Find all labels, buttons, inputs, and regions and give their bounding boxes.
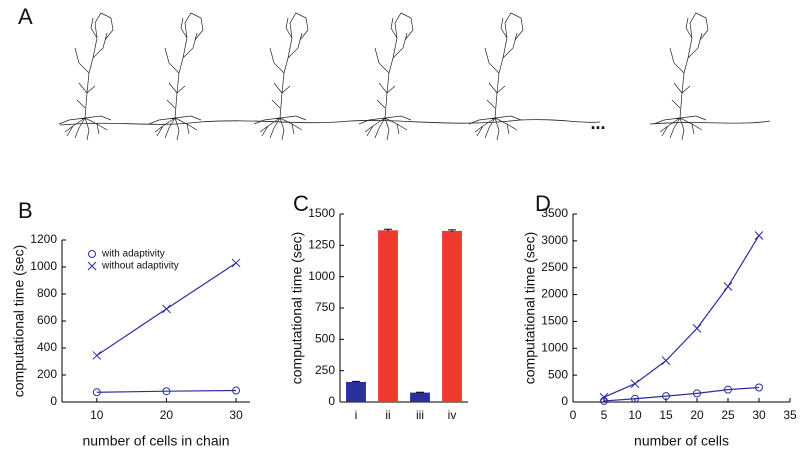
y-tick-label: 250 — [315, 363, 335, 377]
panel-label: C — [293, 191, 309, 216]
y-tick-label: 3500 — [541, 206, 568, 220]
ellipsis: ... — [590, 113, 605, 133]
data-point — [755, 383, 763, 392]
y-tick-label: 1000 — [541, 340, 568, 354]
x-tick-label: 20 — [160, 408, 174, 422]
series-line — [603, 235, 760, 398]
y-axis-title: computational time (sec) — [11, 245, 27, 398]
y-tick-label: 200 — [37, 367, 57, 381]
x-tick-label: 30 — [752, 408, 766, 422]
x-tick-label: 15 — [659, 408, 673, 422]
data-point — [231, 258, 241, 268]
data-point — [630, 379, 640, 389]
panel-label: A — [18, 4, 33, 29]
neuron — [253, 12, 309, 141]
y-tick-label: 0 — [50, 394, 57, 408]
data-point — [724, 385, 732, 394]
data-point — [162, 387, 171, 396]
y-tick-label: 1250 — [308, 238, 335, 252]
bar — [442, 230, 462, 402]
y-tick-label: 2500 — [541, 260, 568, 274]
y-tick-label: 1000 — [308, 269, 335, 283]
error-bar — [384, 228, 392, 232]
data-point — [599, 392, 609, 402]
y-tick-label: 500 — [548, 367, 568, 381]
data-point — [92, 388, 101, 397]
error-bar — [416, 391, 424, 393]
y-tick-label: 800 — [37, 286, 57, 300]
neuron — [358, 12, 414, 141]
y-tick-label: 0 — [328, 394, 335, 408]
y-tick-label: 750 — [315, 300, 335, 314]
error-bar — [352, 380, 360, 383]
data-point — [162, 304, 171, 314]
x-tick-label: iv — [448, 408, 457, 422]
axon — [59, 119, 771, 126]
bar — [378, 230, 398, 402]
legend-marker — [87, 261, 97, 271]
y-tick-label: 0 — [561, 394, 568, 408]
series-line — [603, 386, 760, 402]
data-point — [723, 282, 733, 291]
y-tick-label: 1200 — [30, 232, 57, 246]
data-point — [631, 394, 639, 403]
data-point — [661, 356, 671, 365]
data-point — [232, 386, 241, 395]
error-bar — [448, 229, 456, 232]
x-axis-title: number of cells — [634, 433, 729, 449]
x-tick-label: 30 — [229, 408, 243, 422]
legend-label: without adaptivity — [101, 261, 179, 272]
x-tick-label: ii — [385, 408, 390, 422]
bar — [346, 381, 366, 402]
data-point — [754, 231, 764, 240]
neuron — [58, 12, 114, 141]
x-tick-label: 0 — [570, 408, 577, 422]
y-tick-label: 500 — [315, 332, 335, 346]
y-tick-label: 2000 — [541, 287, 568, 301]
legend-marker — [88, 250, 96, 258]
data-point — [92, 351, 102, 360]
x-tick-label: 25 — [721, 408, 735, 422]
bar — [410, 392, 430, 402]
y-axis-title: computational time (sec) — [522, 232, 538, 385]
y-tick-label: 600 — [37, 313, 57, 327]
x-tick-label: iii — [416, 408, 424, 422]
x-tick-label: 20 — [690, 408, 704, 422]
neuron — [148, 12, 204, 141]
y-axis-title: computational time (sec) — [289, 232, 305, 385]
x-tick-label: 10 — [90, 408, 104, 422]
legend-label: with adaptivity — [101, 249, 165, 260]
y-tick-label: 1500 — [308, 206, 335, 220]
panel-label: D — [535, 191, 551, 216]
data-point — [692, 324, 702, 333]
series-line — [96, 389, 237, 393]
data-point — [662, 392, 670, 401]
x-axis-title: number of cells in chain — [82, 433, 229, 449]
y-tick-label: 3000 — [541, 233, 568, 247]
neuron — [653, 12, 709, 141]
y-tick-label: 1000 — [30, 259, 57, 273]
y-tick-label: 400 — [37, 340, 57, 354]
panel-label: B — [18, 198, 33, 223]
x-tick-label: i — [355, 408, 358, 422]
y-tick-label: 1500 — [541, 314, 568, 328]
x-tick-label: 10 — [628, 408, 642, 422]
data-point — [693, 389, 701, 398]
x-tick-label: 5 — [601, 408, 608, 422]
x-tick-label: 35 — [783, 408, 797, 422]
